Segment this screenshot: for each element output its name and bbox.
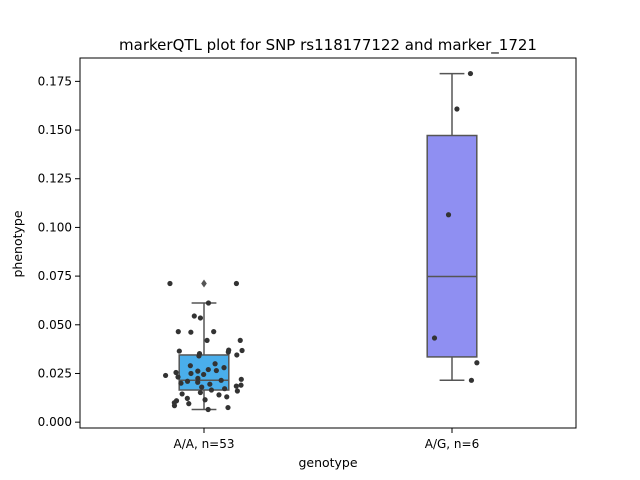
data-point <box>175 374 181 380</box>
data-point <box>234 388 240 394</box>
data-point <box>211 329 217 335</box>
data-point <box>431 335 438 341</box>
data-point <box>178 380 184 386</box>
x-tick-label: A/A, n=53 <box>173 437 234 451</box>
data-point <box>218 377 224 383</box>
data-point <box>205 300 212 306</box>
data-point <box>224 394 230 400</box>
data-point <box>208 387 215 393</box>
data-point <box>173 369 179 376</box>
y-tick-label: 0.000 <box>38 415 72 429</box>
data-point <box>239 347 245 354</box>
data-point <box>202 397 208 403</box>
data-point <box>188 370 194 377</box>
data-point <box>184 378 191 384</box>
plot-frame <box>79 57 577 429</box>
data-point <box>238 376 244 382</box>
data-point <box>212 361 218 367</box>
data-point <box>167 280 173 287</box>
data-point <box>201 371 207 378</box>
y-tick-label: 0.175 <box>38 74 72 88</box>
data-point <box>176 348 182 354</box>
data-point <box>238 382 244 388</box>
data-point <box>233 383 239 389</box>
data-point <box>175 329 181 335</box>
data-point <box>179 391 185 397</box>
x-axis-label: genotype <box>298 455 357 470</box>
y-axis: 0.000 0.025 0.050 0.075 0.100 0.125 0.150 0.175 <box>38 74 80 429</box>
data-point <box>195 379 201 385</box>
y-tick-label: 0.050 <box>38 318 72 332</box>
data-point <box>213 367 219 374</box>
data-point <box>196 353 202 359</box>
data-point <box>171 403 178 409</box>
data-point <box>221 365 227 371</box>
data-point <box>474 360 480 366</box>
data-point <box>445 212 452 218</box>
y-tick-label: 0.100 <box>38 220 72 234</box>
data-point <box>467 70 474 77</box>
data-point <box>191 313 197 319</box>
outlier-marker <box>201 279 207 288</box>
data-point <box>216 392 222 398</box>
x-tick-label: A/G, n=6 <box>425 437 479 451</box>
y-tick-label: 0.125 <box>38 172 72 186</box>
y-tick-label: 0.025 <box>38 366 72 380</box>
data-point <box>195 375 201 381</box>
data-point <box>207 381 213 387</box>
data-point <box>199 384 205 390</box>
plot-area <box>162 70 480 413</box>
x-axis: A/A, n=53 A/G, n=6 <box>173 428 479 451</box>
data-point <box>184 395 190 401</box>
y-axis-label: phenotype <box>10 210 25 277</box>
data-point <box>233 280 240 287</box>
data-point <box>188 329 194 335</box>
data-point <box>225 404 231 411</box>
chart-title: markerQTL plot for SNP rs118177122 and m… <box>119 36 537 55</box>
data-point <box>234 352 240 358</box>
data-point <box>222 386 228 392</box>
data-point <box>205 366 211 373</box>
data-point <box>468 377 475 383</box>
y-tick-label: 0.150 <box>38 123 72 137</box>
data-point <box>162 372 169 379</box>
box-body <box>426 134 478 358</box>
y-tick-label: 0.075 <box>38 269 72 283</box>
data-point <box>237 337 243 343</box>
data-point <box>197 315 204 321</box>
data-point <box>225 349 231 355</box>
data-point <box>197 389 203 396</box>
data-point <box>205 406 211 413</box>
data-point <box>187 363 193 369</box>
data-point <box>454 106 460 112</box>
data-point <box>204 337 210 343</box>
data-point <box>195 368 201 374</box>
data-point <box>186 401 192 407</box>
